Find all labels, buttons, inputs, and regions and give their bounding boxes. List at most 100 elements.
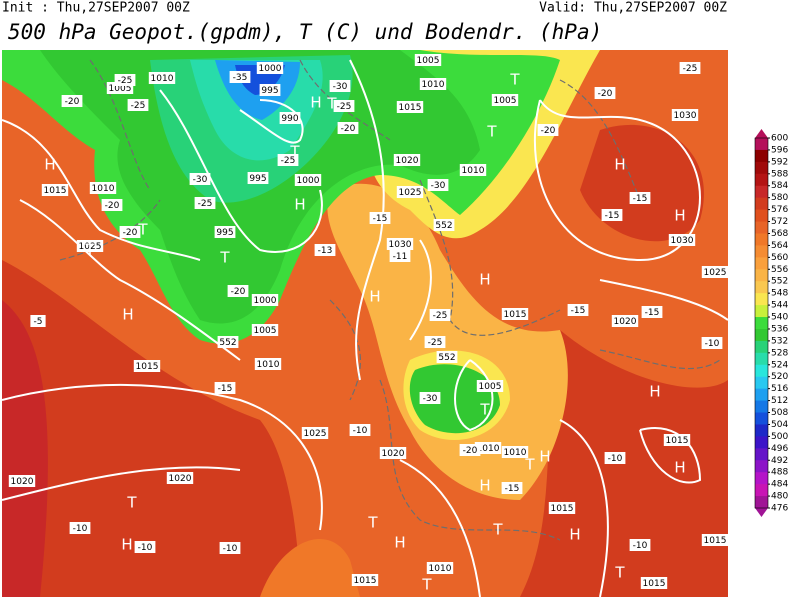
color-bar-label: 492 [771,456,788,466]
color-bar-label: 556 [771,265,788,275]
isobar-label-box [386,238,414,250]
color-bar-bottom [755,508,768,517]
isobar-label: 1015 [504,310,527,320]
isobar-label: 1005 [254,326,277,336]
color-bar-label: 568 [771,229,788,239]
isobar-label: 995 [249,174,266,184]
temperature-label-box [61,95,83,107]
temperature-label-box [604,452,626,464]
color-bar-label: 532 [771,336,788,346]
color-bar-cell [755,460,768,473]
color-bar-cell [755,209,768,223]
isobar-label: 1020 [614,317,637,327]
temperature-label: -25 [428,338,443,348]
pressure-center: H [479,271,490,289]
temperature-label-box [601,209,623,221]
temperature-label: -10 [223,544,238,554]
color-bar-cell [755,352,768,366]
isobar-label-box [640,577,668,589]
temperature-label: -30 [333,82,348,92]
color-bar-cell [755,221,768,234]
pressure-center: T [614,564,625,582]
color-bar-cell [755,245,768,258]
height-label: 552 [219,338,236,348]
pressure-center: T [524,456,535,474]
temperature-label: -15 [645,308,660,318]
pressure-center: H [44,156,55,174]
pressure-center: T [126,494,137,512]
isobar-label: 995 [261,86,278,96]
map-labels: 1005 1010 1000 995 990 995 1000 995 1000 1005 1010… [8,54,729,594]
color-bar-cell [755,424,768,437]
isobar-label-box [611,315,639,327]
temperature-label: -10 [138,543,153,553]
isobar-label-box [671,109,699,121]
isobar-label: 1030 [674,111,697,121]
isobar-label-box [41,184,69,196]
temperature-label: -15 [218,384,233,394]
isobar-label: 1015 [399,103,422,113]
isobar-label-box [414,54,442,66]
pressure-center: T [421,576,432,594]
isobar-label: 1015 [643,579,666,589]
temperature-label: -20 [123,228,138,238]
isobar-label-box [259,84,281,96]
temperature-label: -15 [633,194,648,204]
isobar-label: 1025 [304,429,327,439]
color-bar-cell [755,376,768,390]
color-bar-label: 488 [771,468,788,478]
temperature-label: -20 [105,201,120,211]
isobar-label: 1025 [79,242,102,252]
isobar-label: 1015 [666,436,689,446]
color-bar-cell [755,293,768,306]
temperature-label-box [629,539,651,551]
color-bar-cell [755,185,768,199]
color-bar-label: 544 [771,301,788,311]
temperature-label-box [629,192,651,204]
isobar-label-box [379,447,407,459]
isobar-label-box [8,475,36,487]
color-bar-cell [755,161,768,175]
pressure-center: H [479,477,490,495]
pressure-center: T [492,521,503,539]
isobar-label-box [701,266,729,278]
color-bar-label: 564 [771,241,788,251]
pressure-center: H [310,94,321,112]
isobar-label: 1015 [44,186,67,196]
color-bar-cell [755,448,768,461]
temperature-label: -35 [233,73,248,83]
isobar-label: 1005 [417,56,440,66]
pressure-center: H [294,196,305,214]
color-bar-cell [755,364,768,378]
color-bar-cell [755,233,768,246]
temperature-label: -10 [73,524,88,534]
pressure-center: T [84,241,95,259]
isobar-label: 1010 [257,360,280,370]
temperature-label-box [537,124,559,136]
isobar-label-box [251,324,279,336]
height-label-box [433,219,455,231]
isobar-label: 1010 [92,184,115,194]
pressure-center: H [569,526,580,544]
color-bar-cell [755,257,768,270]
temperature-label-box [567,304,589,316]
temperature-label-box [219,542,241,554]
color-bar-label: 588 [771,169,788,179]
temperature-label: -20 [463,446,478,456]
color-bar-label: 552 [771,277,788,287]
isobar-label-box [501,446,529,458]
temperature-label: -15 [505,484,520,494]
temperature-label: -15 [605,211,620,221]
color-bar-frame [754,137,769,509]
map-title: 500 hPa Geopot.(gpdm), T (C) und Bodendr… [8,20,602,44]
isobar-label-box [76,240,104,252]
map-field [2,50,728,597]
color-bar-label: 528 [771,348,788,358]
color-bar-label: 576 [771,205,788,215]
color-bar-cell [755,496,768,509]
isobar-label: 1000 [254,296,277,306]
isobar-label-box [501,308,529,320]
